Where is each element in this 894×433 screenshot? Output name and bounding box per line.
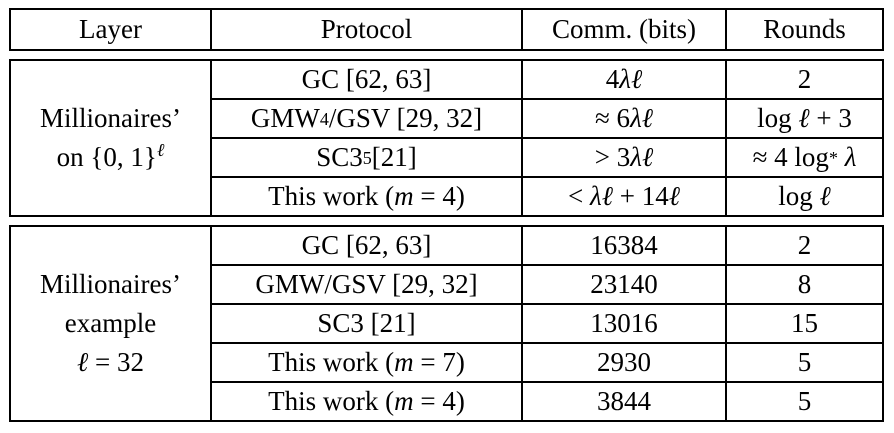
header-bottom-rule xyxy=(9,49,884,51)
header-left-border xyxy=(9,8,11,51)
section1-row-rule xyxy=(210,137,884,139)
section2-bottom-rule xyxy=(9,420,884,422)
header-divider-3 xyxy=(725,8,727,51)
s1-row3-comm: > 3 λℓ xyxy=(594,142,654,172)
s2-row4-protocol: This work (m = 7) xyxy=(268,347,465,377)
s1-row3-protocol: SC3 5 [21] xyxy=(316,142,417,172)
s2-row3-comm: 13016 xyxy=(590,308,658,338)
section1-layer-line1: Millionaires’ xyxy=(40,103,181,133)
section2-row-rule xyxy=(210,303,884,305)
s2-row5-rounds: 5 xyxy=(797,386,812,416)
section1-bottom-rule xyxy=(9,215,884,217)
section2-divider-3 xyxy=(725,225,727,422)
section2-layer-line1: Millionaires’ xyxy=(40,269,181,299)
s1-row4-protocol: This work (m = 4) xyxy=(268,181,465,211)
s2-row2-rounds: 8 xyxy=(797,269,812,299)
section2-divider-1 xyxy=(210,225,212,422)
section2-right-border xyxy=(882,225,884,422)
s1-row3-rounds: ≈ 4 log * λ xyxy=(752,142,857,172)
s1-row2-rounds: log ℓ + 3 xyxy=(757,103,852,133)
s2-row2-comm: 23140 xyxy=(590,269,658,299)
s1-row1-rounds: 2 xyxy=(797,64,812,94)
section1-layer-line2: on {0, 1}ℓ xyxy=(56,140,165,172)
s2-row3-rounds: 15 xyxy=(791,308,818,338)
s1-row2-comm: ≈ 6 λℓ xyxy=(594,103,654,133)
s2-row1-rounds: 2 xyxy=(797,230,812,260)
section1-right-border xyxy=(882,59,884,217)
s2-row4-comm: 2930 xyxy=(597,347,651,377)
header-comm: Comm. (bits) xyxy=(551,14,696,44)
header-divider-1 xyxy=(210,8,212,51)
section1-row-rule xyxy=(210,176,884,178)
section1-left-border xyxy=(9,59,11,217)
header-right-border xyxy=(882,8,884,51)
section1-divider-2 xyxy=(521,59,523,217)
s2-row1-comm: 16384 xyxy=(590,230,658,260)
s1-row1-protocol: GC [62, 63] xyxy=(301,64,432,94)
s1-row4-comm: < λℓ + 14 ℓ xyxy=(568,181,680,211)
section2-layer-line3: ℓ = 32 xyxy=(77,347,144,377)
section2-top-rule xyxy=(9,225,884,227)
section2-row-rule xyxy=(210,381,884,383)
s1-row4-rounds: log ℓ xyxy=(778,181,831,211)
s2-row2-protocol: GMW/GSV [29, 32] xyxy=(255,269,478,299)
s2-row4-rounds: 5 xyxy=(797,347,812,377)
s1-row2-protocol: GMW 4/GSV [29, 32] xyxy=(250,103,483,133)
s1-row1-comm: 4 λℓ xyxy=(605,64,643,94)
s2-row1-protocol: GC [62, 63] xyxy=(301,230,432,260)
header-protocol: Protocol xyxy=(320,14,413,44)
section2-divider-2 xyxy=(521,225,523,422)
section2-left-border xyxy=(9,225,11,422)
section2-row-rule xyxy=(210,264,884,266)
header-layer: Layer xyxy=(79,14,142,44)
s2-row5-protocol: This work (m = 4) xyxy=(268,386,465,416)
header-divider-2 xyxy=(521,8,523,51)
section1-top-rule xyxy=(9,59,884,61)
section1-layer-label: Millionaires’ on {0, 1}ℓ xyxy=(11,61,210,215)
s2-row5-comm: 3844 xyxy=(597,386,651,416)
section1-row-rule xyxy=(210,98,884,100)
section2-row-rule xyxy=(210,342,884,344)
header-top-rule xyxy=(9,8,884,10)
section2-layer-label: Millionaires’ example ℓ = 32 xyxy=(11,227,210,420)
s2-row3-protocol: SC3 [21] xyxy=(317,308,416,338)
header-rounds: Rounds xyxy=(763,14,846,44)
section2-layer-line2: example xyxy=(64,308,157,338)
section1-divider-1 xyxy=(210,59,212,217)
section1-divider-3 xyxy=(725,59,727,217)
